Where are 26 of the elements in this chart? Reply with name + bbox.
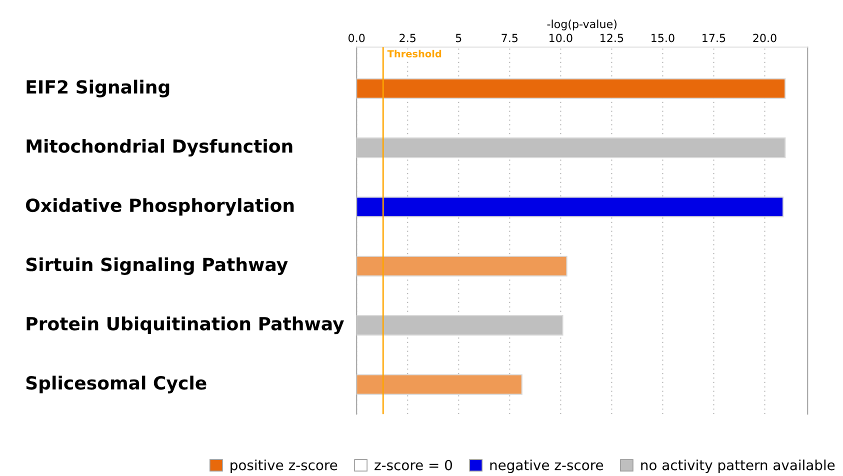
bar bbox=[356, 374, 522, 395]
legend-label: negative z-score bbox=[490, 460, 604, 474]
x-tick-label: 0.0 bbox=[348, 34, 365, 42]
y-tick-label: Mitochondrial Dysfunction bbox=[26, 138, 292, 157]
x-tick-label: 10.0 bbox=[550, 34, 572, 42]
bar bbox=[356, 196, 784, 218]
legend-label: z-score = 0 bbox=[374, 460, 452, 470]
x-tick-label: 20.0 bbox=[753, 34, 776, 42]
bar bbox=[356, 78, 786, 99]
y-tick-label: Oxidative Phosphorylation bbox=[26, 198, 294, 216]
x-axis-title: -log(p-value) bbox=[547, 20, 617, 30]
y-tick-label: Protein Ubiquitination Pathway bbox=[26, 316, 344, 334]
x-tick-label: 2.5 bbox=[400, 34, 416, 42]
x-tick-label: 7.5 bbox=[502, 34, 518, 42]
ref-line-label: Threshold bbox=[387, 50, 442, 58]
legend-label: no activity pattern available bbox=[641, 460, 835, 474]
y-tick-label: Sirtuin Signaling Pathway bbox=[26, 257, 288, 275]
bar bbox=[356, 256, 568, 276]
x-tick-label: 5 bbox=[456, 34, 462, 42]
y-tick-label: EIF2 Signaling bbox=[26, 80, 170, 98]
y-tick-label: Splicesomal Cycle bbox=[26, 376, 206, 394]
bar bbox=[356, 315, 564, 336]
x-tick-label: 17.5 bbox=[702, 34, 726, 42]
legend-label: positive z-score bbox=[230, 460, 338, 474]
x-tick-label: 12.5 bbox=[600, 34, 624, 42]
x-tick-label: 15.0 bbox=[652, 34, 674, 42]
